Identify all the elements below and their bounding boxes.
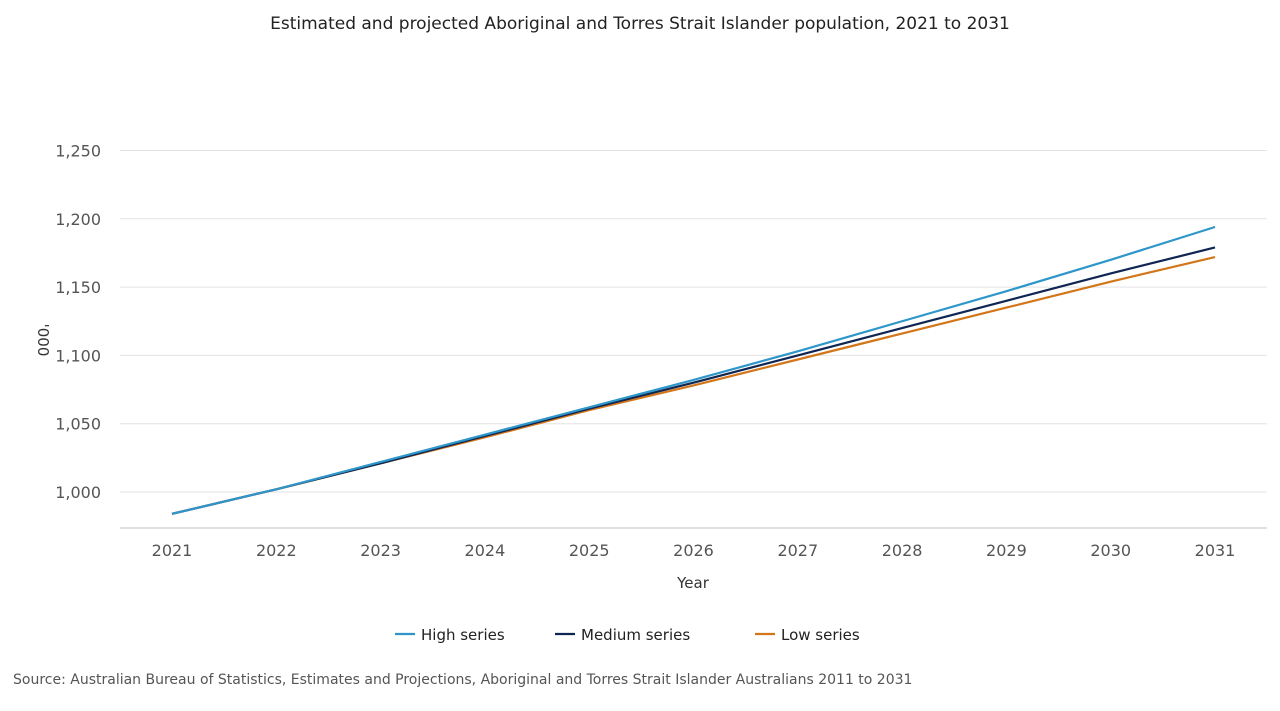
x-tick-label: 2030 [1090,541,1131,560]
x-tick-label: 2027 [777,541,818,560]
y-tick-label: 1,200 [55,210,101,229]
legend-label: High series [421,626,505,644]
y-tick-label: 1,250 [55,142,101,161]
x-tick-label: 2028 [882,541,923,560]
chart-title: Estimated and projected Aboriginal and T… [270,14,1010,34]
x-tick-label: 2029 [986,541,1027,560]
legend-label: Low series [781,626,860,644]
y-tick-label: 1,000 [55,483,101,502]
x-axis-label: Year [676,574,710,592]
y-tick-label: 1,150 [55,278,101,297]
series-line-high-series [171,225,1216,515]
source-note: Source: Australian Bureau of Statistics,… [13,672,913,688]
x-tick-label: 2026 [673,541,714,560]
x-tick-label: 2022 [256,541,297,560]
y-tick-label: 1,100 [55,346,101,365]
legend-label: Medium series [581,626,690,644]
x-tick-label: 2021 [152,541,193,560]
x-tick-label: 2023 [360,541,401,560]
x-tick-label: 2025 [569,541,610,560]
y-axis-label: '000 [34,324,52,357]
y-tick-label: 1,050 [55,415,101,434]
x-tick-label: 2031 [1195,541,1236,560]
x-tick-label: 2024 [465,541,506,560]
